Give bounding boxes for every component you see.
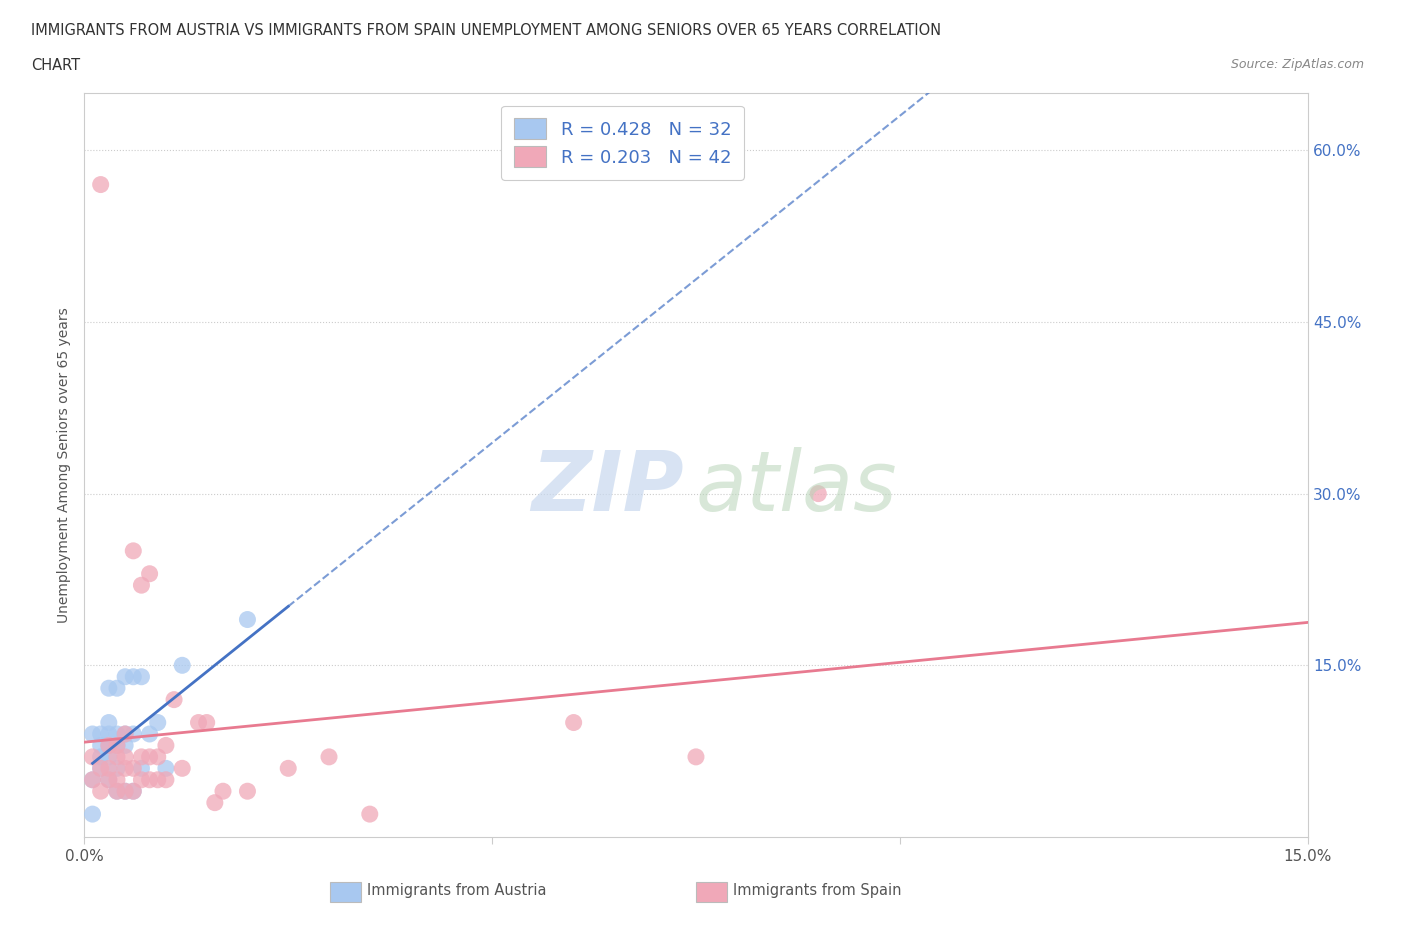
Point (105, 761, 128, 776)
Point (122, 543, 145, 558)
Point (155, 772, 177, 787)
Text: IMMIGRANTS FROM AUSTRIA VS IMMIGRANTS FROM SPAIN UNEMPLOYMENT AMONG SENIORS OVER: IMMIGRANTS FROM AUSTRIA VS IMMIGRANTS FR… (31, 23, 941, 38)
Point (97, 681, 120, 696)
Point (172, 658, 194, 672)
Point (122, 784, 145, 799)
Point (187, 715, 209, 730)
Point (114, 784, 136, 799)
Point (90, 738, 112, 753)
Point (146, 715, 169, 730)
Point (277, 761, 299, 776)
Point (105, 784, 128, 799)
Text: atlas: atlas (696, 446, 897, 528)
Point (131, 761, 153, 776)
Point (163, 692, 186, 707)
Point (97, 726, 120, 741)
Point (685, 750, 707, 764)
Text: CHART: CHART (31, 58, 80, 73)
Point (155, 738, 177, 753)
Point (82, 726, 104, 741)
Point (90, 784, 112, 799)
Point (131, 772, 153, 787)
Point (97, 772, 120, 787)
Point (105, 738, 128, 753)
Point (131, 750, 153, 764)
Legend: R = 0.428   N = 32, R = 0.203   N = 42: R = 0.428 N = 32, R = 0.203 N = 42 (501, 106, 744, 180)
Point (82, 750, 104, 764)
Point (105, 681, 128, 696)
Point (114, 738, 136, 753)
Point (138, 726, 160, 741)
Point (90, 177, 112, 192)
Point (97, 750, 120, 764)
Point (807, 486, 830, 501)
Point (105, 750, 128, 764)
Point (562, 715, 585, 730)
Point (97, 738, 120, 753)
Point (105, 772, 128, 787)
Point (114, 784, 136, 799)
Point (195, 715, 218, 730)
Point (105, 726, 128, 741)
Point (90, 750, 112, 764)
Point (131, 670, 153, 684)
Point (138, 772, 160, 787)
Point (105, 784, 128, 799)
Point (82, 806, 104, 821)
Point (204, 795, 226, 810)
Text: Immigrants from Spain: Immigrants from Spain (733, 884, 901, 898)
Point (212, 784, 235, 799)
Point (97, 761, 120, 776)
Point (82, 772, 104, 787)
Point (114, 761, 136, 776)
Point (131, 578, 153, 592)
Point (97, 738, 120, 753)
Point (138, 750, 160, 764)
Point (82, 772, 104, 787)
Point (122, 761, 145, 776)
Point (172, 761, 194, 776)
Point (155, 761, 177, 776)
Point (122, 670, 145, 684)
Point (318, 750, 340, 764)
Point (90, 726, 112, 741)
Point (97, 715, 120, 730)
Text: ZIP: ZIP (531, 446, 683, 528)
Point (97, 772, 120, 787)
Text: Immigrants from Austria: Immigrants from Austria (367, 884, 547, 898)
Point (114, 750, 136, 764)
Point (114, 726, 136, 741)
Point (90, 761, 112, 776)
Point (146, 772, 169, 787)
Point (146, 750, 169, 764)
Point (359, 806, 381, 821)
Point (236, 612, 259, 627)
Point (138, 566, 160, 581)
Y-axis label: Unemployment Among Seniors over 65 years: Unemployment Among Seniors over 65 years (58, 307, 72, 623)
Point (114, 726, 136, 741)
Point (90, 761, 112, 776)
Text: Source: ZipAtlas.com: Source: ZipAtlas.com (1230, 58, 1364, 71)
Point (114, 670, 136, 684)
Point (122, 784, 145, 799)
Point (236, 784, 259, 799)
Point (105, 738, 128, 753)
Point (122, 726, 145, 741)
